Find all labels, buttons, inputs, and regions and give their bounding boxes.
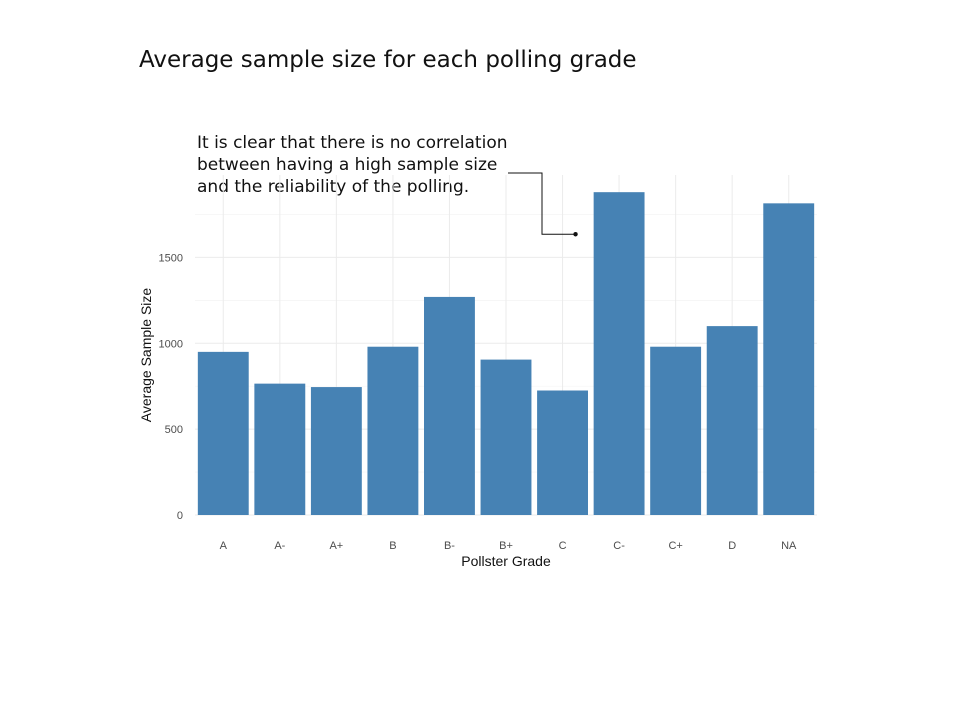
y-tick-label: 1000 [159,338,183,350]
annotation-line: between having a high sample size [197,155,498,175]
y-axis-title: Average Sample Size [138,288,154,423]
x-axis-ticks: A A- A+ B B- B+ C C- C+ D NA [220,540,797,552]
annotation-point [573,232,578,237]
annotation-text: It is clear that there is no correlation… [197,132,517,198]
y-tick-label: 0 [177,510,183,522]
x-tick-label: A [220,540,228,552]
y-tick-label: 1500 [159,252,183,264]
chart-title: Average sample size for each polling gra… [139,47,637,73]
x-tick-label: A+ [329,540,343,552]
bars [197,192,815,516]
bar-b [367,346,419,515]
annotation-line: It is clear that there is no correlation [197,133,508,153]
x-tick-label: B+ [499,540,513,552]
x-tick-label: C- [613,540,625,552]
bar-a-minus [254,383,306,515]
bar-d [706,326,758,515]
x-tick-label: D [728,540,736,552]
x-axis-title: Pollster Grade [461,553,551,569]
annotation-leader-line [508,172,576,235]
bar-b-plus [480,359,532,515]
x-tick-label: B- [444,540,455,552]
bar-a-plus [310,387,362,515]
x-tick-label: A- [274,540,285,552]
bar-c-minus [593,192,645,515]
x-tick-label: NA [781,540,797,552]
x-tick-label: C+ [668,540,682,552]
bar-na [763,203,815,516]
bar-c-plus [650,346,702,515]
x-tick-label: C [559,540,567,552]
y-axis-ticks: 0 500 1000 1500 [159,252,183,522]
x-tick-label: B [389,540,396,552]
bar-a [197,351,249,515]
annotation-connector [508,172,578,237]
bar-b-minus [424,296,475,515]
y-tick-label: 500 [165,424,183,436]
annotation-line: and the reliability of the polling. [197,177,470,197]
bar-c [537,390,588,515]
